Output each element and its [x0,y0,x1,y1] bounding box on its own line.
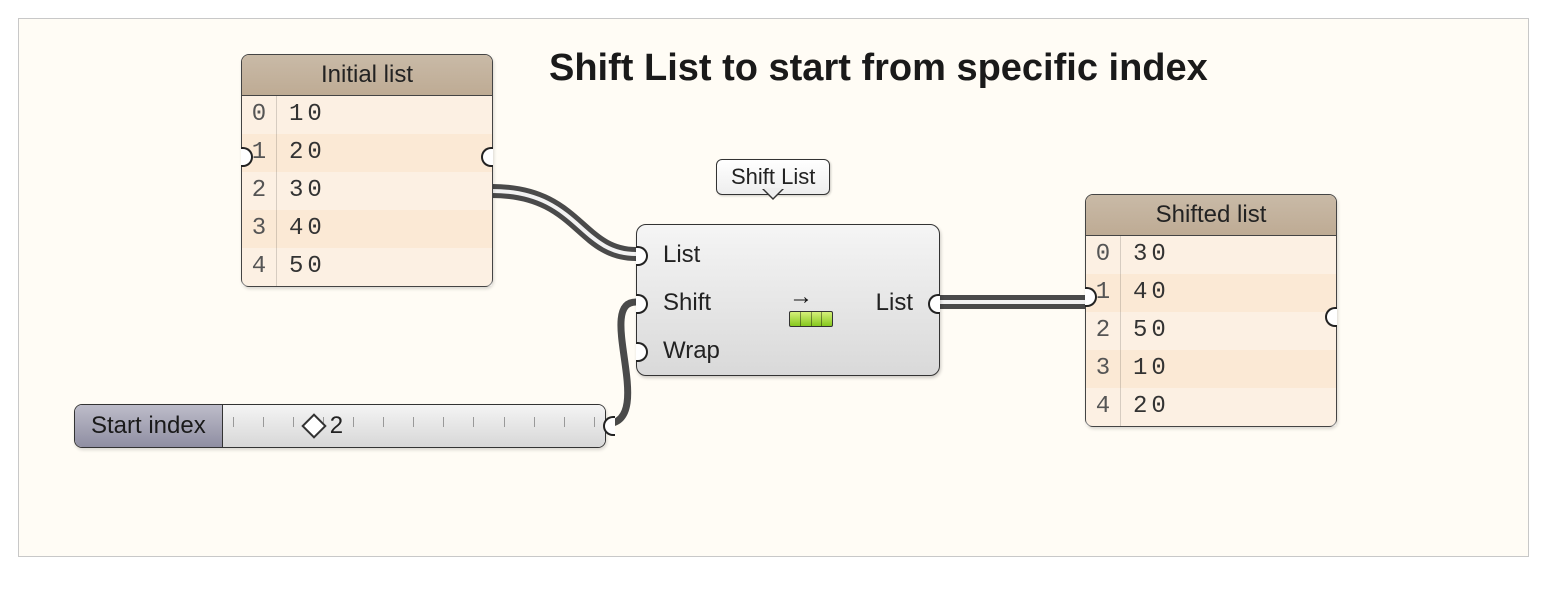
wire-slider-to-shift [605,302,636,424]
wire-initial-to-list [492,191,636,254]
panel-initial-body: 010120230340450 [242,96,492,286]
table-row: 250 [1086,312,1336,350]
panel-shifted-header: Shifted list [1086,195,1336,236]
input-port-shift[interactable] [636,294,648,314]
slider-value: 2 [330,412,343,440]
table-row: 120 [242,134,492,172]
wire-inner [492,191,636,254]
input-label-list: List [663,241,700,269]
table-row: 310 [1086,350,1336,388]
row-value: 10 [277,96,326,134]
input-label-shift: Shift [663,289,711,317]
row-value: 40 [1121,274,1170,312]
wire-single [605,302,636,424]
table-row: 340 [242,210,492,248]
row-value: 30 [1121,236,1170,274]
row-index: 3 [1086,350,1121,388]
input-port-wrap[interactable] [636,342,648,362]
row-value: 50 [277,248,326,286]
table-row: 230 [242,172,492,210]
panel-initial-list[interactable]: Initial list 010120230340450 [241,54,493,287]
arrow-icon: → [789,283,833,311]
row-value: 10 [1121,350,1170,388]
row-value: 20 [277,134,326,172]
row-index: 4 [1086,388,1121,426]
slider-label: Start index [75,405,223,447]
row-index: 4 [242,248,277,286]
row-index: 2 [242,172,277,210]
panel-shifted-list[interactable]: Shifted list 030140250310420 [1085,194,1337,427]
row-index: 0 [1086,236,1121,274]
output-port-list[interactable] [928,294,940,314]
table-row: 140 [1086,274,1336,312]
component-tooltip: Shift List [716,159,830,195]
table-row: 420 [1086,388,1336,426]
row-value: 20 [1121,388,1170,426]
table-row: 450 [242,248,492,286]
output-label-list: List [876,289,913,317]
row-value: 30 [277,172,326,210]
input-label-wrap: Wrap [663,337,720,365]
slider-ticks [233,417,595,435]
row-index: 0 [242,96,277,134]
slider-track[interactable]: 2 [223,405,605,447]
list-bar-icon [789,311,833,327]
row-index: 3 [242,210,277,248]
row-value: 40 [277,210,326,248]
table-row: 030 [1086,236,1336,274]
table-row: 010 [242,96,492,134]
row-value: 50 [1121,312,1170,350]
input-port-list[interactable] [636,246,648,266]
slider-start-index[interactable]: Start index 2 [74,404,606,448]
shift-list-icon: → [789,283,833,327]
panel-shifted-body: 030140250310420 [1086,236,1336,426]
canvas: Shift List to start from specific index … [18,18,1529,557]
diagram-title: Shift List to start from specific index [549,47,1208,90]
row-index: 2 [1086,312,1121,350]
panel-initial-header: Initial list [242,55,492,96]
component-shift-list[interactable]: → List Shift Wrap List [636,224,940,376]
wire-outer [492,191,636,254]
